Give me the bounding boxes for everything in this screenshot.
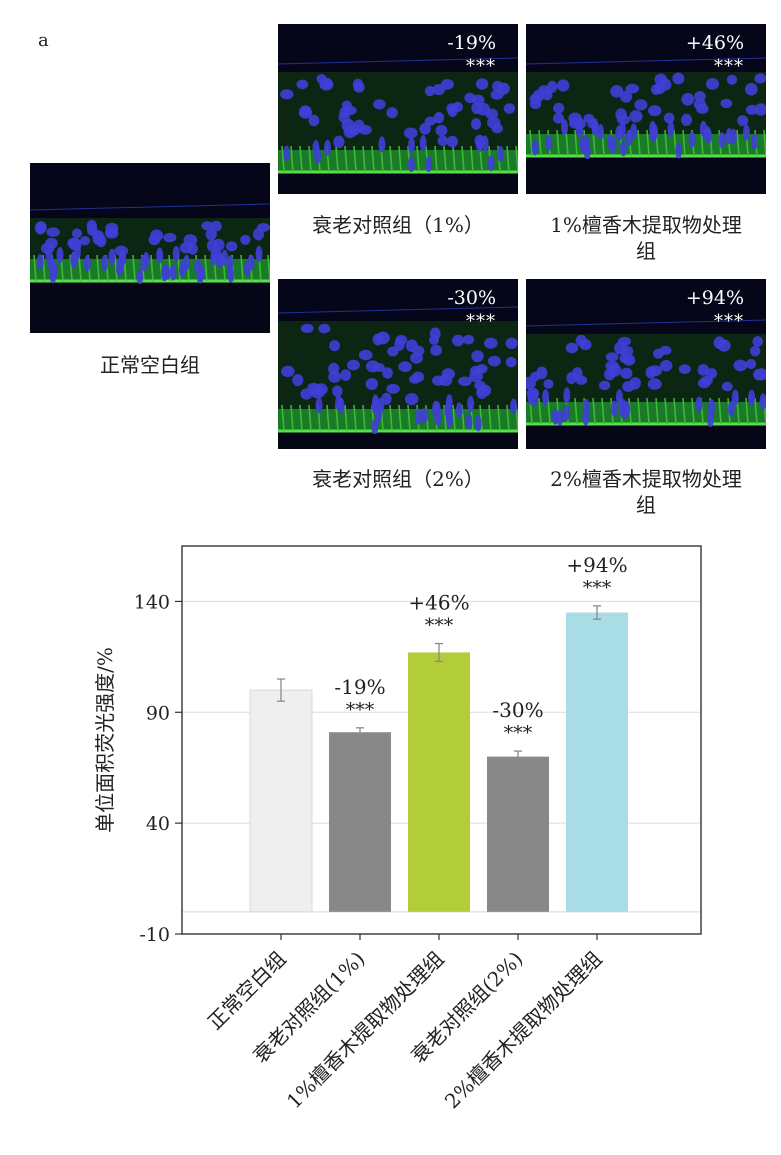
percent-change-label: -30% [492,698,543,722]
caption-treat-1pct: 1%檀香木提取物处理组 [550,213,742,263]
percent-change-label: +46% [408,591,469,615]
bar [487,756,549,912]
x-tick-label: 2%檀香木提取物处理组 [440,947,607,1114]
caption-aging-1pct: 衰老对照组（1%） [312,213,484,237]
percent-change-label: -19% [334,675,385,699]
x-tick-label: 1%檀香木提取物处理组 [282,947,449,1114]
bar [329,732,391,912]
bar [408,652,470,912]
y-tick-label: 140 [134,591,170,613]
caption-treat-2pct: 2%檀香木提取物处理组 [550,467,742,517]
caption-aging-2pct: 衰老对照组（2%） [312,467,484,491]
micrograph-treat-2pct: +94% *** [526,279,766,449]
significance-label: *** [346,699,375,721]
y-axis-label: 单位面积荧光强度/% [93,647,117,833]
micrograph-treat-1pct: +46% *** [526,24,766,194]
significance-label: *** [583,577,612,599]
micrograph-aging-1pct: -19% *** [278,24,518,194]
micrograph-pct-label: -30% [447,287,496,309]
micrograph-significance: *** [466,311,496,332]
plot-frame [181,545,702,935]
bar [566,612,628,912]
significance-label: *** [504,722,533,744]
y-tick-label: -10 [139,924,170,946]
micrograph-significance: *** [466,56,496,77]
percent-change-label: +94% [566,553,627,577]
significance-label: *** [425,615,454,637]
y-tick-label: 40 [146,813,170,835]
caption-normal: 正常空白组 [100,353,200,377]
micrograph-significance: *** [714,56,744,77]
micrograph-pct-label: -19% [447,32,496,54]
panel-label: a [38,30,49,51]
micrograph-pct-label: +46% [685,32,744,54]
micrograph-significance: *** [714,311,744,332]
micrograph-pct-label: +94% [685,287,744,309]
bar-chart: -104090140单位面积荧光强度/%正常空白组***-19%衰老对照组(1%… [93,545,702,1114]
y-tick-label: 90 [146,702,170,724]
bar [249,689,313,913]
micrograph-normal [30,163,270,333]
micrograph-aging-2pct: -30% *** [278,279,518,449]
